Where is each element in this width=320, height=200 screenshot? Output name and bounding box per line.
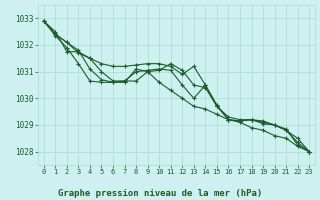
Text: Graphe pression niveau de la mer (hPa): Graphe pression niveau de la mer (hPa) xyxy=(58,189,262,198)
